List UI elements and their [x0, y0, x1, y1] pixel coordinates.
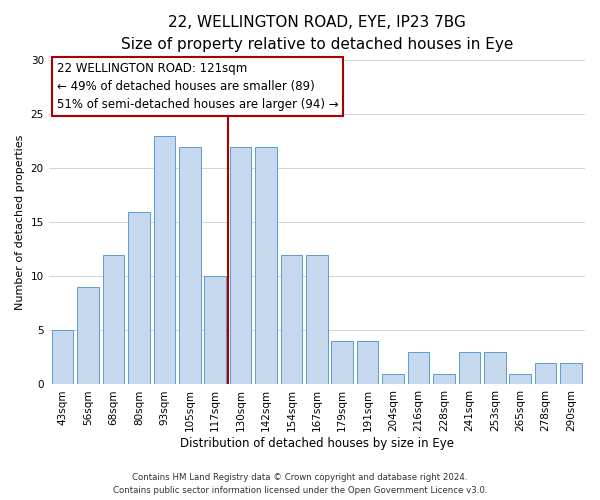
Bar: [484, 352, 506, 384]
Bar: [103, 255, 124, 384]
X-axis label: Distribution of detached houses by size in Eye: Distribution of detached houses by size …: [180, 437, 454, 450]
Bar: [560, 363, 582, 384]
Title: 22, WELLINGTON ROAD, EYE, IP23 7BG
Size of property relative to detached houses : 22, WELLINGTON ROAD, EYE, IP23 7BG Size …: [121, 15, 513, 52]
Bar: [179, 147, 200, 384]
Bar: [357, 341, 379, 384]
Bar: [458, 352, 480, 384]
Bar: [255, 147, 277, 384]
Text: 22 WELLINGTON ROAD: 121sqm
← 49% of detached houses are smaller (89)
51% of semi: 22 WELLINGTON ROAD: 121sqm ← 49% of deta…: [57, 62, 338, 111]
Bar: [230, 147, 251, 384]
Bar: [205, 276, 226, 384]
Bar: [331, 341, 353, 384]
Bar: [509, 374, 531, 384]
Bar: [52, 330, 73, 384]
Text: Contains HM Land Registry data © Crown copyright and database right 2024.
Contai: Contains HM Land Registry data © Crown c…: [113, 474, 487, 495]
Y-axis label: Number of detached properties: Number of detached properties: [15, 134, 25, 310]
Bar: [306, 255, 328, 384]
Bar: [128, 212, 150, 384]
Bar: [77, 287, 99, 384]
Bar: [382, 374, 404, 384]
Bar: [408, 352, 430, 384]
Bar: [535, 363, 556, 384]
Bar: [433, 374, 455, 384]
Bar: [281, 255, 302, 384]
Bar: [154, 136, 175, 384]
